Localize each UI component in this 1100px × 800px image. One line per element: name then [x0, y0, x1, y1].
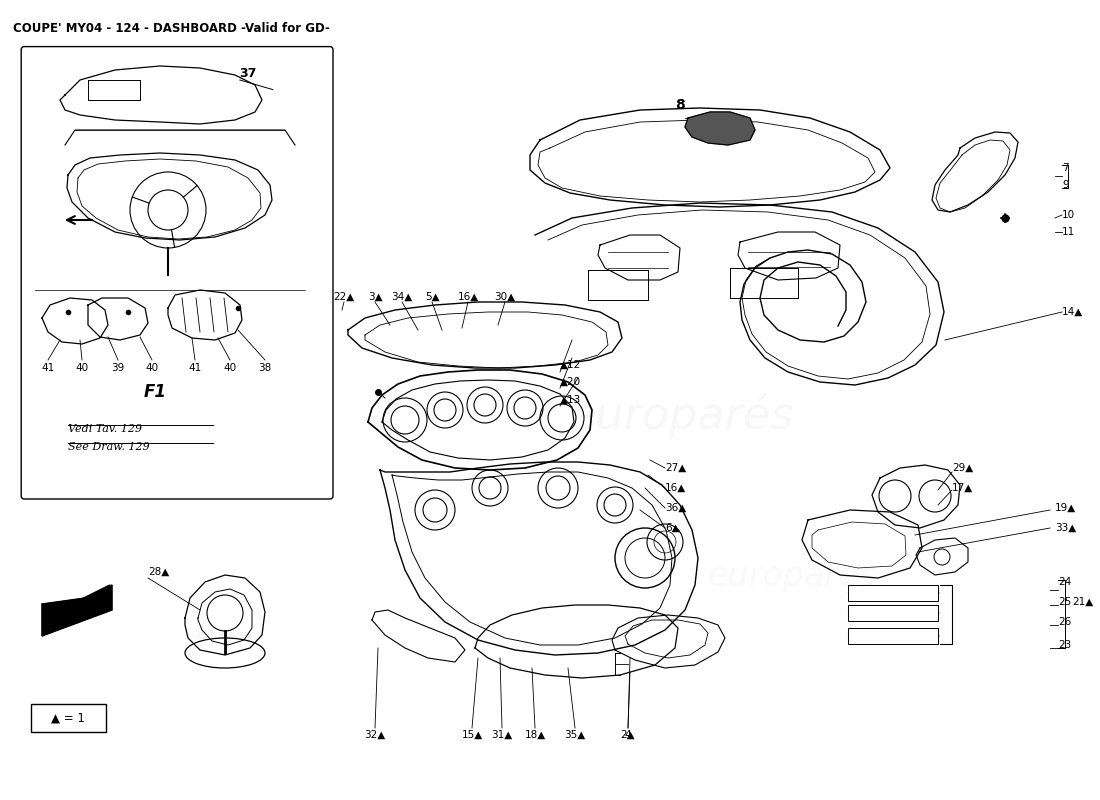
Text: europarés: europarés	[126, 167, 204, 183]
Text: europarés: europarés	[707, 558, 877, 594]
Text: 40: 40	[145, 363, 158, 373]
Text: 37: 37	[239, 67, 256, 80]
Text: 36▲: 36▲	[666, 503, 686, 513]
Text: 39: 39	[111, 363, 124, 373]
Text: 41: 41	[188, 363, 201, 373]
Text: 40: 40	[223, 363, 236, 373]
Text: 33▲: 33▲	[1055, 523, 1076, 533]
Text: 2▲: 2▲	[620, 730, 636, 740]
Text: 14▲: 14▲	[1062, 307, 1084, 317]
Text: 30▲: 30▲	[494, 292, 516, 302]
Text: 26: 26	[1058, 617, 1071, 627]
Text: 28▲: 28▲	[148, 567, 169, 577]
Polygon shape	[42, 585, 112, 636]
Text: 5▲: 5▲	[425, 292, 439, 302]
Text: See Draw. 129: See Draw. 129	[68, 442, 150, 452]
Text: ▲13: ▲13	[560, 395, 581, 405]
Text: 31▲: 31▲	[492, 730, 513, 740]
Text: 10: 10	[1062, 210, 1075, 220]
Text: europarés: europarés	[197, 630, 253, 640]
Bar	[848, 605, 938, 621]
Text: Vedi Tav. 129: Vedi Tav. 129	[68, 424, 142, 434]
Text: 11: 11	[1062, 227, 1076, 237]
Text: 3▲: 3▲	[367, 292, 383, 302]
Text: 7: 7	[1062, 163, 1068, 173]
Text: ▲ = 1: ▲ = 1	[51, 711, 85, 725]
Text: 4: 4	[625, 730, 631, 740]
Text: 17▲: 17▲	[952, 483, 974, 493]
Text: 35▲: 35▲	[564, 730, 585, 740]
Text: 41: 41	[42, 363, 55, 373]
Text: ▲12: ▲12	[560, 360, 581, 370]
Text: 6▲: 6▲	[666, 523, 680, 533]
Bar	[848, 628, 938, 644]
Text: 8: 8	[675, 98, 685, 112]
Text: 34▲: 34▲	[392, 292, 412, 302]
Text: europarés: europarés	[570, 394, 794, 438]
Text: 15▲: 15▲	[461, 730, 483, 740]
Text: COUPE' MY04 - 124 - DASHBOARD -Valid for GD-: COUPE' MY04 - 124 - DASHBOARD -Valid for…	[13, 22, 330, 35]
Text: 38: 38	[258, 363, 272, 373]
Text: 9: 9	[1062, 180, 1068, 190]
Text: 16▲: 16▲	[666, 483, 686, 493]
Text: 16▲: 16▲	[458, 292, 478, 302]
Text: 18▲: 18▲	[525, 730, 546, 740]
Text: ▲20: ▲20	[560, 377, 581, 387]
Text: 40: 40	[76, 363, 89, 373]
Text: 21▲: 21▲	[1072, 597, 1093, 607]
Bar	[31, 704, 106, 732]
Text: 24: 24	[1058, 577, 1071, 587]
Text: 32▲: 32▲	[364, 730, 386, 740]
Text: 27▲: 27▲	[666, 463, 686, 473]
Text: 29▲: 29▲	[952, 463, 974, 473]
Text: 19▲: 19▲	[1055, 503, 1076, 513]
Ellipse shape	[185, 638, 265, 668]
Bar	[848, 585, 938, 601]
Polygon shape	[685, 112, 755, 145]
Text: F1: F1	[143, 383, 166, 401]
Text: 23: 23	[1058, 640, 1071, 650]
Text: 22▲: 22▲	[333, 292, 354, 302]
Circle shape	[207, 595, 243, 631]
FancyBboxPatch shape	[21, 46, 333, 499]
Text: 25: 25	[1058, 597, 1071, 607]
